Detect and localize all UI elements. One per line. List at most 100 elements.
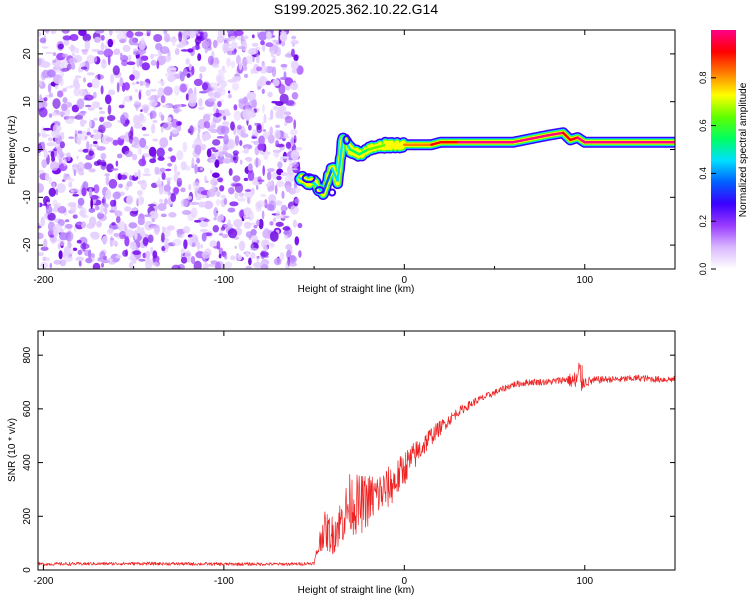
noise-blob <box>61 103 68 112</box>
noise-blob <box>70 44 75 53</box>
noise-blob <box>86 131 92 136</box>
noise-blob <box>238 240 246 251</box>
noise-blob <box>179 103 182 109</box>
x-tick-label: -200 <box>33 275 53 286</box>
noise-blob <box>278 83 286 95</box>
noise-blob <box>232 175 241 183</box>
snr-x-ticks: -200 -100 0 100 <box>33 331 594 587</box>
noise-blob <box>193 260 202 269</box>
noise-blob <box>239 140 243 146</box>
noise-blob <box>198 106 205 111</box>
x-tick-label: 100 <box>576 576 593 587</box>
noise-blob <box>171 118 179 128</box>
noise-blob <box>196 157 201 164</box>
noise-blob <box>230 182 240 188</box>
noise-blob <box>272 78 280 87</box>
noise-blob <box>168 212 177 218</box>
noise-blob <box>96 220 102 228</box>
noise-blob <box>261 210 265 220</box>
noise-blob <box>182 68 188 77</box>
noise-blob <box>202 134 208 142</box>
noise-blob <box>142 173 152 177</box>
noise-blob <box>188 184 192 191</box>
noise-blob <box>283 230 290 235</box>
noise-blob <box>256 185 259 190</box>
noise-blob <box>76 155 79 160</box>
noise-blob <box>139 137 147 148</box>
noise-blob <box>124 236 130 247</box>
noise-blob <box>38 225 42 229</box>
noise-blob <box>143 106 149 114</box>
noise-blob <box>196 132 201 141</box>
noise-blob <box>291 92 299 100</box>
snr-y-axis-label: SNR (10 * v/v) <box>7 418 18 482</box>
noise-blob <box>100 34 105 41</box>
noise-blob <box>84 40 91 51</box>
noise-blob <box>79 236 88 246</box>
noise-blob <box>234 245 237 249</box>
noise-blob <box>137 217 145 226</box>
noise-blob <box>92 134 100 140</box>
figure-title: S199.2025.362.10.22.G14 <box>273 1 439 17</box>
noise-blob <box>247 163 253 172</box>
noise-blob <box>230 255 236 261</box>
noise-blob <box>41 46 49 49</box>
noise-blob <box>46 201 50 205</box>
noise-blob <box>149 88 157 92</box>
noise-blob <box>131 153 138 161</box>
noise-blob <box>160 167 166 173</box>
noise-blob <box>222 233 229 239</box>
noise-blob <box>250 229 257 236</box>
noise-blob <box>191 157 195 168</box>
noise-blob <box>78 67 81 73</box>
noise-blob <box>145 82 150 88</box>
noise-blob <box>209 82 219 89</box>
noise-blob <box>169 135 173 141</box>
noise-blob <box>63 158 67 167</box>
noise-blob <box>159 198 164 203</box>
noise-blob <box>159 46 170 55</box>
noise-blob <box>294 236 300 246</box>
noise-blob <box>251 47 259 55</box>
noise-blob <box>199 220 209 228</box>
noise-blob <box>120 114 126 125</box>
noise-blob <box>195 36 203 40</box>
noise-blob <box>82 49 88 55</box>
noise-blob <box>280 156 290 159</box>
noise-blob <box>187 48 194 53</box>
noise-blob <box>78 260 82 267</box>
noise-blob <box>212 149 219 153</box>
noise-blob <box>129 95 133 101</box>
noise-blob <box>258 181 263 185</box>
noise-blob <box>218 233 224 236</box>
noise-blob <box>140 109 143 112</box>
noise-blob <box>290 60 299 70</box>
heatmap-x-ticks: -200 -100 0 100 <box>33 30 676 286</box>
noise-blob <box>290 255 296 262</box>
noise-blob <box>81 61 85 67</box>
noise-blob <box>93 36 102 43</box>
noise-blob <box>126 181 133 187</box>
noise-blob <box>134 31 144 37</box>
noise-blob <box>97 50 105 55</box>
noise-blob <box>280 204 288 213</box>
noise-blob <box>56 183 66 194</box>
noise-blob <box>237 197 246 202</box>
noise-blob <box>92 262 101 269</box>
signal-core-segment <box>547 131 565 137</box>
noise-blob <box>274 184 278 195</box>
noise-blob <box>78 30 87 37</box>
noise-blob <box>220 194 226 199</box>
noise-blob <box>255 46 261 50</box>
noise-blob <box>142 237 149 246</box>
noise-blob <box>242 108 251 120</box>
noise-blob <box>149 210 159 220</box>
noise-blob <box>93 141 98 145</box>
noise-blob <box>88 168 96 173</box>
noise-blob <box>128 222 138 229</box>
noise-blob <box>255 157 259 168</box>
noise-blob <box>93 144 100 148</box>
noise-blob <box>296 65 304 75</box>
noise-blob <box>180 198 188 207</box>
noise-blob <box>222 158 232 164</box>
